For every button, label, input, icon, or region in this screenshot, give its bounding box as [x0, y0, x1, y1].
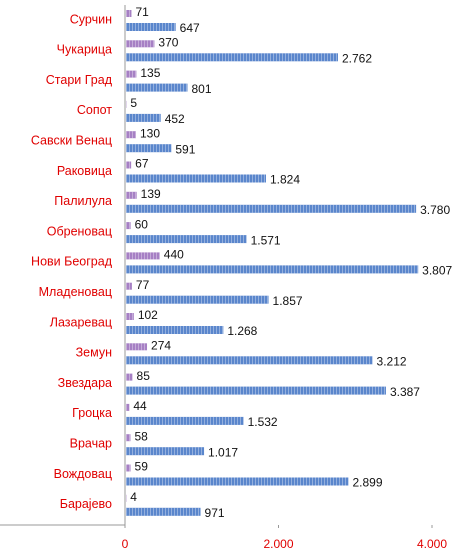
bar-texture [126, 235, 247, 244]
value-label: 77 [136, 278, 150, 292]
x-tick-label: 4.000 [417, 537, 447, 551]
category-label: Чукарица [57, 43, 112, 57]
bar-texture [126, 343, 148, 351]
bar-texture [126, 144, 172, 153]
bar-texture [126, 282, 132, 290]
category-label: Звездара [58, 376, 112, 390]
x-tick-label: 2.000 [263, 537, 293, 551]
value-label: 3.807 [422, 264, 452, 278]
value-label: 440 [164, 248, 184, 262]
value-label: 44 [133, 399, 147, 413]
bar-texture [126, 356, 373, 365]
value-label: 1.824 [270, 173, 300, 187]
category-label: Младеновац [39, 285, 112, 299]
bar-texture [126, 222, 131, 230]
bar-texture [126, 161, 132, 169]
category-label: Обреновац [47, 224, 112, 238]
value-label: 135 [140, 66, 160, 80]
bar-texture [126, 131, 136, 139]
value-label: 3.212 [377, 354, 407, 368]
x-tick-label: 0 [122, 537, 129, 551]
bar-texture [126, 386, 386, 395]
value-label: 102 [138, 308, 158, 322]
category-label: Гроцка [72, 406, 112, 420]
bar-texture [126, 326, 224, 334]
bar-texture [126, 295, 269, 304]
bar-texture [126, 447, 205, 456]
bar-texture [126, 507, 201, 516]
bar-texture [126, 204, 417, 213]
bar-texture [126, 40, 155, 48]
value-label: 5 [130, 96, 137, 110]
bar-texture [126, 53, 338, 62]
value-label: 130 [140, 126, 160, 140]
value-label: 4 [130, 490, 137, 504]
bar-texture [126, 70, 137, 78]
value-label: 1.571 [251, 233, 281, 247]
value-label: 85 [137, 369, 151, 383]
value-label: 3.387 [390, 385, 420, 399]
category-label: Вождовац [54, 467, 112, 481]
bar-texture [126, 83, 188, 92]
bar-texture [126, 313, 134, 320]
bar-texture [126, 113, 161, 122]
bar-texture [126, 10, 132, 17]
value-label: 71 [135, 5, 149, 19]
value-label: 139 [141, 187, 161, 201]
category-label: Земун [76, 346, 112, 360]
value-label: 1.268 [227, 324, 257, 338]
bar-texture [126, 416, 244, 425]
category-label: Сурчин [70, 12, 112, 26]
category-label: Лазаревац [50, 315, 112, 329]
category-label: Раковица [57, 164, 112, 178]
value-label: 2.899 [352, 476, 382, 490]
value-label: 452 [165, 112, 185, 126]
bar-texture [126, 494, 127, 502]
bar-texture [126, 477, 349, 486]
value-label: 1.532 [248, 415, 278, 429]
category-label: Стари Град [46, 73, 113, 87]
value-label: 1.017 [208, 445, 238, 459]
category-label: Барајево [60, 497, 112, 511]
value-label: 370 [158, 35, 178, 49]
value-label: 2.762 [342, 51, 372, 65]
value-label: 647 [180, 21, 200, 35]
bar-texture [126, 464, 131, 472]
bar-texture [126, 100, 127, 108]
bar-texture [126, 373, 133, 381]
category-label: Палилула [54, 194, 112, 208]
value-label: 274 [151, 338, 171, 352]
value-label: 67 [135, 157, 149, 171]
bar-texture [126, 434, 131, 442]
bar-texture [126, 265, 419, 274]
value-label: 59 [135, 460, 149, 474]
category-label: Савски Венац [31, 133, 112, 147]
value-label: 801 [191, 82, 211, 96]
value-label: 971 [205, 506, 225, 520]
value-label: 1.857 [273, 294, 303, 308]
bar-texture [126, 252, 160, 260]
bar-texture [126, 23, 176, 31]
category-label: Нови Београд [31, 255, 113, 269]
bar-texture [126, 403, 130, 411]
bar-texture [126, 191, 137, 199]
value-label: 3.780 [420, 203, 450, 217]
value-label: 58 [134, 429, 148, 443]
value-label: 60 [135, 217, 149, 231]
value-label: 591 [175, 142, 195, 156]
category-label: Врачар [70, 436, 112, 450]
category-label: Сопот [77, 103, 112, 117]
bar-texture [126, 174, 266, 183]
